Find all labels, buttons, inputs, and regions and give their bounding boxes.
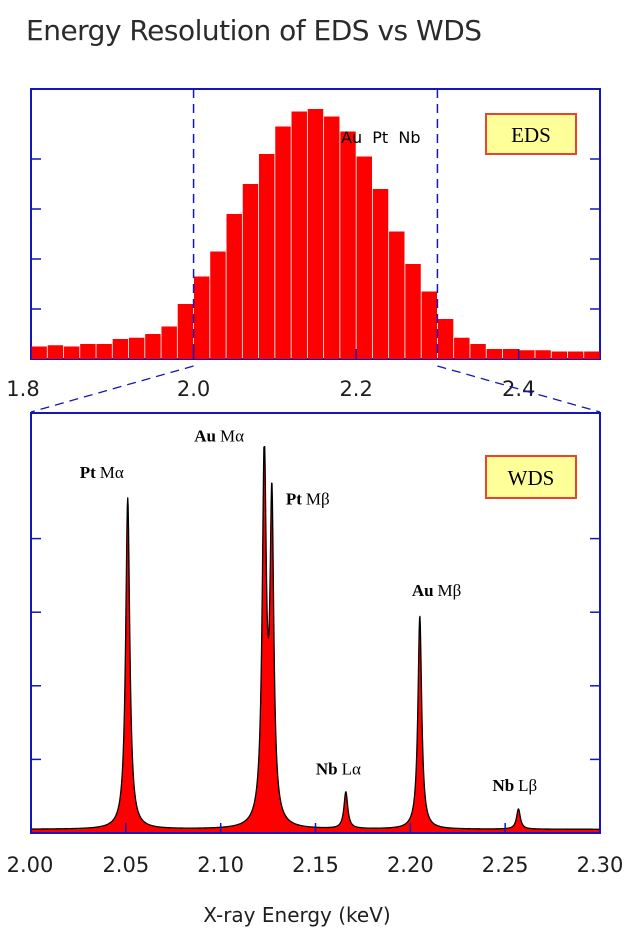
wds-x-tick-label: 2.20: [387, 853, 434, 877]
wds-peak-label: Au Mβ: [412, 581, 462, 600]
eds-bar: [210, 251, 226, 359]
eds-bar: [128, 337, 145, 359]
eds-bar: [405, 264, 421, 359]
wds-peak-label: Nb Lα: [316, 760, 361, 779]
wds-peak-label: Au Mα: [194, 426, 244, 445]
eds-bar: [584, 351, 600, 359]
eds-bar: [145, 334, 161, 359]
eds-bar: [551, 351, 568, 359]
eds-bar: [259, 154, 275, 359]
wds-peak-label: Pt Mα: [80, 463, 124, 482]
eds-bar: [340, 131, 356, 359]
zoom-connector-right: [437, 365, 601, 413]
eds-bar: [567, 351, 584, 359]
eds-bar: [177, 304, 194, 359]
eds-bar: [421, 291, 438, 359]
page-title: Energy Resolution of EDS vs WDS: [26, 14, 482, 47]
eds-bar: [356, 156, 372, 359]
eds-bar: [96, 344, 112, 359]
eds-bar: [291, 111, 307, 359]
eds-bar: [389, 231, 405, 359]
eds-bar: [486, 349, 503, 359]
eds-bar: [161, 326, 177, 359]
zoom-connector-left: [30, 365, 194, 413]
eds-bar: [437, 319, 454, 359]
eds-x-tick-label: 2.2: [339, 377, 372, 401]
eds-element-annotation: Au Pt Nb: [341, 128, 420, 147]
wds-x-tick-label: 2.00: [7, 853, 54, 877]
eds-bar: [502, 349, 519, 359]
eds-bar: [275, 126, 291, 359]
eds-bar: [519, 350, 535, 359]
eds-bar: [372, 189, 389, 359]
wds-x-tick-label: 2.10: [197, 853, 244, 877]
eds-bar: [307, 109, 324, 359]
eds-bar: [112, 339, 129, 359]
wds-x-tick-label: 2.30: [577, 853, 624, 877]
eds-bar: [242, 184, 259, 359]
eds-x-tick-label: 1.8: [6, 377, 39, 401]
eds-label: EDS: [511, 123, 551, 147]
eds-bar: [226, 214, 242, 359]
wds-x-tick-label: 2.25: [482, 853, 529, 877]
eds-x-tick-label: 2.4: [502, 377, 535, 401]
wds-peak-label: Pt Mβ: [286, 490, 330, 509]
wds-panel: 2.00 2.05 2.10 2.15 2.20 2.25 2.30 Pt Mα Au Mα Pt M…: [7, 412, 624, 927]
wds-peak-label: Nb Lβ: [492, 776, 537, 795]
wds-x-tick-label: 2.05: [102, 853, 149, 877]
eds-bar: [47, 345, 64, 359]
eds-bar: [63, 346, 80, 359]
eds-bar: [470, 344, 486, 359]
wds-x-axis-label: X-ray Energy (keV): [203, 903, 390, 927]
eds-bar: [80, 344, 96, 359]
eds-bar: [324, 116, 340, 359]
eds-label-box: [485, 113, 577, 155]
eds-x-tick-label: 2.0: [177, 377, 210, 401]
wds-label-box: [485, 455, 577, 499]
wds-label: WDS: [508, 466, 555, 490]
eds-bar: [535, 350, 551, 359]
eds-bar: [31, 346, 47, 359]
wds-x-tick-label: 2.15: [292, 853, 339, 877]
eds-bar: [193, 276, 210, 359]
eds-panel: 1.8 2.0 2.2 2.4 Au Pt Nb EDS: [6, 88, 601, 401]
eds-bar: [454, 337, 470, 359]
